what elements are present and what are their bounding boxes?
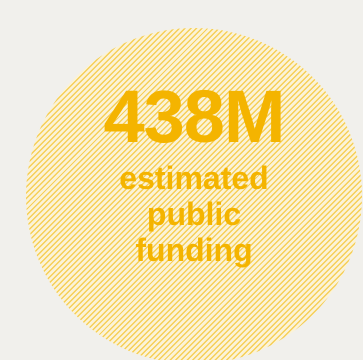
stat-label-line-1: estimated [119,160,269,196]
hatched-circle-graphic [26,28,362,360]
stat-label-line-3: funding [135,232,253,268]
stat-label-line-2: public [146,196,242,232]
stat-label: estimated public funding [26,160,362,268]
stat-value: 438M [103,75,285,158]
stat-block: 438M estimated public funding [26,75,362,269]
